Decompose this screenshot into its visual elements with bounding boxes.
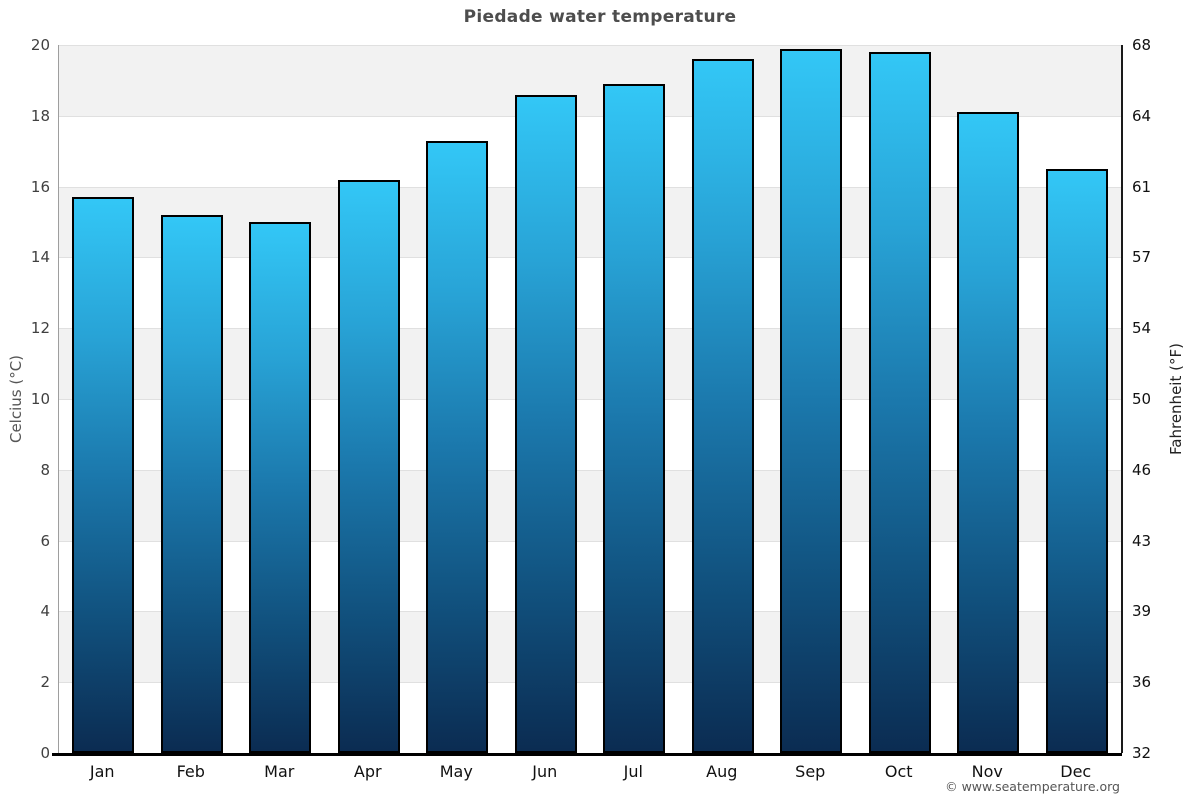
- y-tick-celsius-10: 10: [30, 390, 50, 408]
- gridline: [59, 257, 1121, 259]
- y-tick-fahrenheit-64: 64: [1132, 106, 1152, 125]
- plot-band: [59, 682, 1121, 753]
- plot-band: [59, 611, 1121, 683]
- gridline: [59, 540, 1121, 542]
- x-tick-jul: Jul: [623, 762, 643, 781]
- bar-jan: [72, 197, 135, 753]
- bar-aug: [691, 59, 754, 753]
- gridline: [59, 469, 1121, 471]
- plot-band: [59, 540, 1121, 612]
- y-tick-celsius-18: 18: [30, 106, 50, 125]
- y-tick-celsius-20: 20: [30, 36, 50, 54]
- bar-dec: [1045, 168, 1108, 753]
- bar-sep: [780, 48, 843, 753]
- gridline: [59, 399, 1121, 400]
- y-tick-fahrenheit-57: 57: [1132, 248, 1152, 267]
- x-tick-mar: Mar: [264, 762, 295, 781]
- x-tick-jun: Jun: [532, 762, 558, 781]
- x-axis-line: [52, 753, 1122, 756]
- gridline: [59, 186, 1121, 188]
- y-tick-celsius-14: 14: [30, 248, 50, 267]
- gridline: [59, 682, 1121, 684]
- x-tick-aug: Aug: [706, 762, 738, 781]
- x-tick-feb: Feb: [176, 762, 205, 781]
- plot-band: [59, 115, 1121, 187]
- y-tick-fahrenheit-54: 54: [1132, 319, 1152, 338]
- x-tick-may: May: [439, 762, 473, 781]
- y-tick-fahrenheit-39: 39: [1132, 602, 1152, 621]
- plot-band: [59, 399, 1121, 470]
- bar-may: [426, 140, 489, 753]
- gridline: [59, 115, 1121, 117]
- chart-title: Piedade water temperature: [463, 7, 737, 27]
- y-tick-fahrenheit-46: 46: [1132, 460, 1152, 479]
- plot-band: [59, 328, 1121, 399]
- y-tick-celsius-6: 6: [40, 531, 50, 550]
- x-tick-oct: Oct: [884, 762, 913, 781]
- y-tick-fahrenheit-43: 43: [1132, 531, 1152, 550]
- y-tick-fahrenheit-32: 32: [1132, 744, 1152, 762]
- gridline: [59, 328, 1121, 330]
- y-tick-fahrenheit-68: 68: [1132, 36, 1152, 54]
- bar-mar: [249, 222, 312, 753]
- y-tick-celsius-2: 2: [40, 673, 50, 692]
- bar-nov: [957, 112, 1020, 753]
- copyright-watermark: © www.seatemperature.org: [945, 779, 1120, 794]
- y-tick-celsius-16: 16: [30, 177, 50, 196]
- y-tick-fahrenheit-50: 50: [1132, 390, 1152, 408]
- x-tick-dec: Dec: [1060, 762, 1092, 781]
- y-tick-celsius-4: 4: [40, 602, 50, 621]
- y-tick-celsius-0: 0: [40, 744, 50, 762]
- plot-band: [59, 186, 1121, 258]
- gridline: [59, 611, 1121, 613]
- bar-feb: [160, 214, 223, 753]
- bar-jun: [514, 94, 577, 753]
- bar-jul: [603, 83, 666, 753]
- gridline: [59, 45, 1121, 46]
- x-tick-jan: Jan: [89, 762, 115, 781]
- bar-oct: [868, 52, 931, 753]
- y-tick-celsius-12: 12: [30, 319, 50, 338]
- plot-area: [58, 45, 1123, 753]
- x-tick-nov: Nov: [971, 762, 1003, 781]
- plot-band: [59, 469, 1121, 541]
- y-tick-celsius-8: 8: [40, 460, 50, 479]
- x-tick-apr: Apr: [353, 762, 382, 781]
- plot-band: [59, 257, 1121, 329]
- plot-band: [59, 45, 1121, 116]
- y-tick-fahrenheit-61: 61: [1132, 177, 1152, 196]
- x-tick-sep: Sep: [795, 762, 826, 781]
- y-tick-fahrenheit-36: 36: [1132, 673, 1152, 692]
- bar-apr: [337, 179, 400, 753]
